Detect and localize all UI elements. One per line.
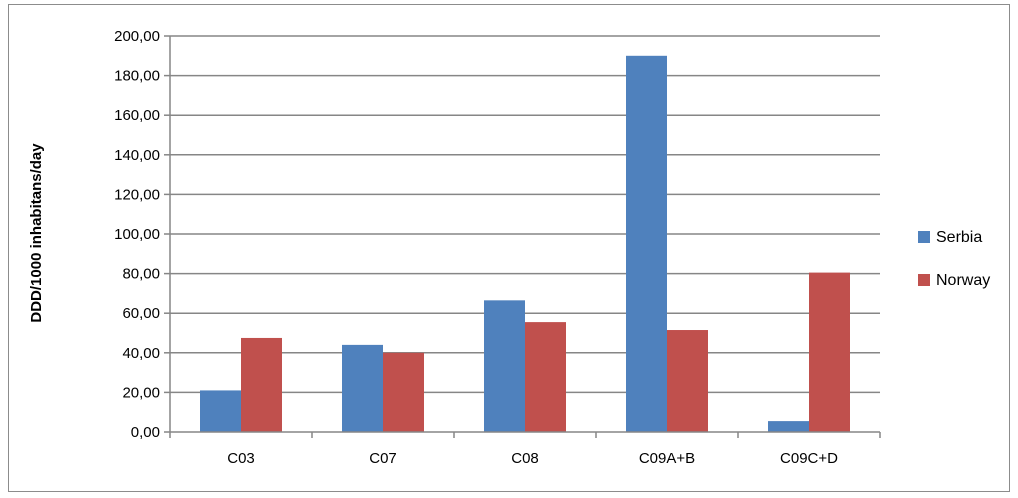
legend: Serbia Norway [918, 229, 990, 289]
bar-serbia-c08 [484, 300, 525, 432]
x-tick-label: C08 [511, 450, 539, 467]
y-tick-label: 40,00 [122, 345, 160, 362]
bar-norway-c07 [383, 352, 424, 432]
x-tick-label: C07 [369, 450, 397, 467]
bar-norway-c08 [525, 322, 566, 432]
bar-serbia-c03 [200, 390, 241, 432]
y-tick-label: 180,00 [114, 68, 160, 85]
y-tick-label: 20,00 [122, 384, 160, 401]
bar-serbia-c07 [342, 344, 383, 432]
y-tick-label: 100,00 [114, 226, 160, 243]
y-tick-label: 80,00 [122, 266, 160, 283]
x-tick-label: C09C+D [780, 450, 838, 467]
y-tick-label: 160,00 [114, 107, 160, 124]
legend-swatch-serbia [918, 231, 930, 243]
legend-label-norway: Norway [936, 272, 990, 289]
bar-norway-c09c-d [809, 272, 850, 432]
y-tick-label: 140,00 [114, 147, 160, 164]
bar-norway-c03 [241, 337, 282, 432]
x-tick-labels: C03 C07 C08 C09A+B C09C+D [227, 450, 838, 467]
legend-label-serbia: Serbia [936, 229, 982, 246]
axes [164, 35, 881, 438]
gridlines [170, 35, 880, 394]
bar-serbia-c09c-d [768, 421, 809, 432]
y-tick-label: 120,00 [114, 186, 160, 203]
bars [200, 55, 850, 433]
x-tick-label: C03 [227, 450, 255, 467]
y-tick-label: 60,00 [122, 305, 160, 322]
bar-serbia-c09a-b [626, 55, 667, 433]
y-axis-title: DDD/1000 inhabitans/day [28, 143, 45, 323]
y-tick-labels: 0,00 20,00 40,00 60,00 80,00 100,00 120,00 140,… [114, 28, 160, 441]
y-tick-label: 200,00 [114, 28, 160, 45]
bar-norway-c09a-b [667, 330, 708, 432]
y-tick-label: 0,00 [131, 424, 160, 441]
x-tick-label: C09A+B [639, 450, 695, 467]
legend-swatch-norway [918, 274, 930, 286]
